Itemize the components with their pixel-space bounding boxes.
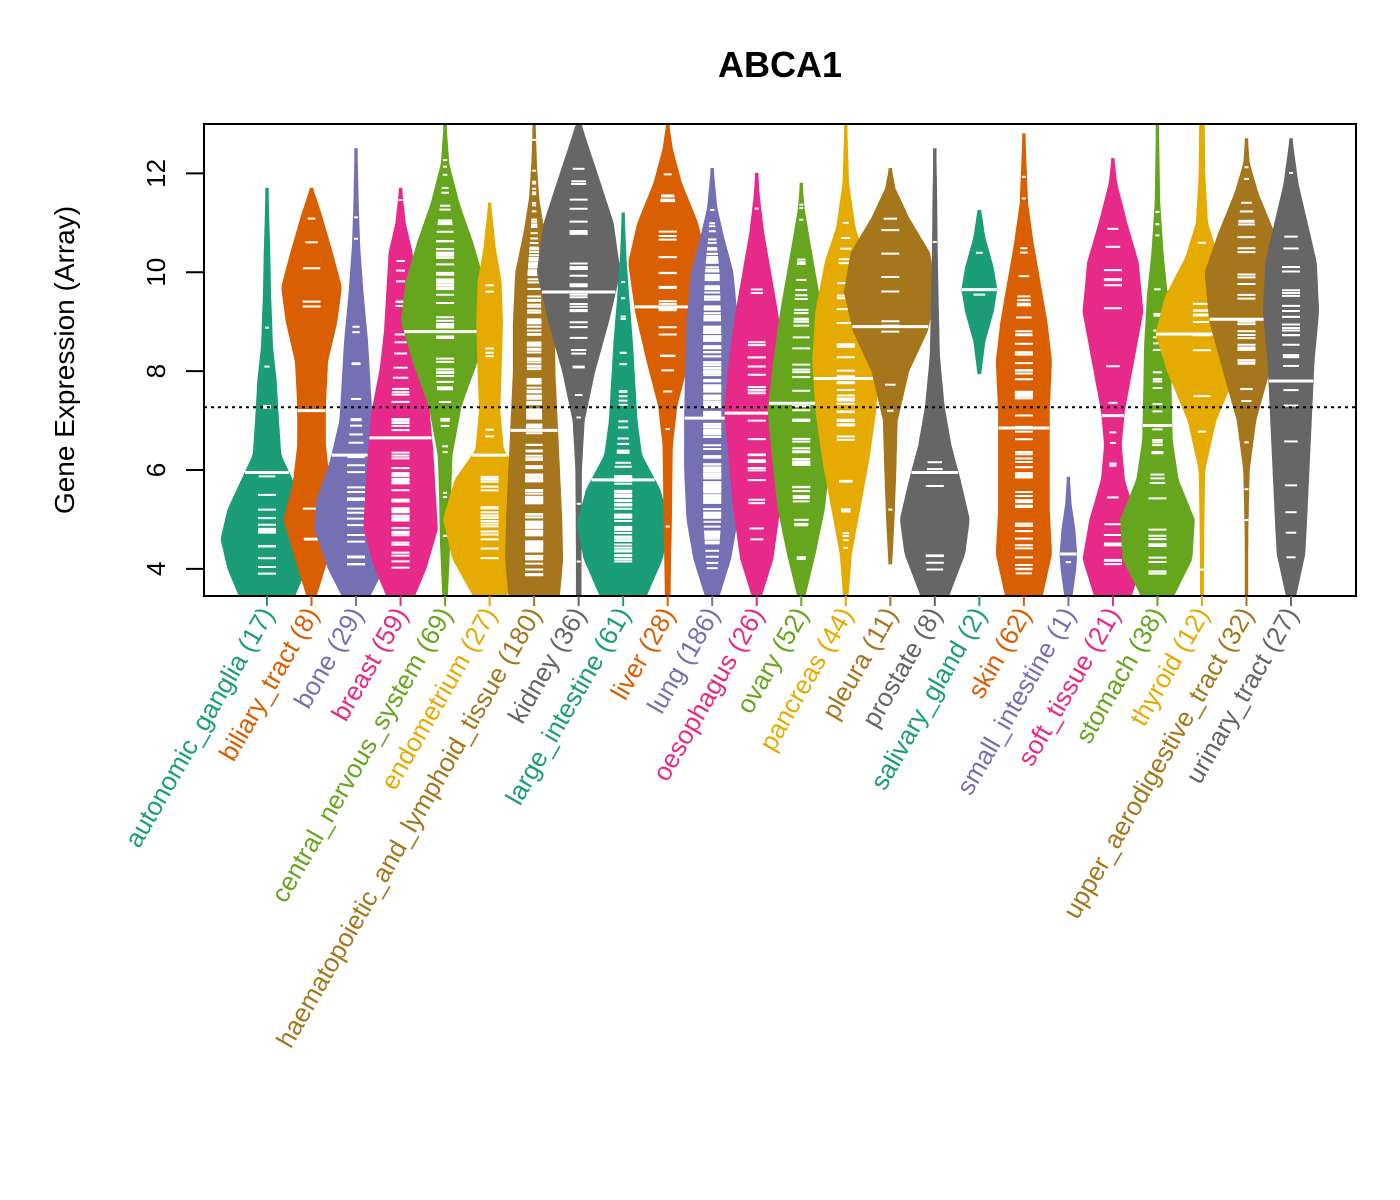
y-tick-label: 8: [141, 364, 171, 378]
y-tick-label: 6: [141, 463, 171, 477]
violin-haematopoietic_and_lymphoid_tissue: [505, 123, 564, 597]
violin-body: [900, 148, 970, 597]
violin-pleura: [843, 168, 937, 565]
violin-body: [1082, 158, 1144, 597]
violin-prostate: [900, 148, 970, 597]
violin-autonomic_ganglia: [220, 187, 314, 597]
y-tick-label: 12: [141, 159, 171, 188]
violin-large_intestine: [576, 212, 670, 597]
violin-body: [1204, 138, 1289, 597]
violin-urinary_tract: [1262, 138, 1320, 597]
violin-body: [961, 210, 998, 375]
violin-lung: [684, 168, 741, 597]
chart-title: ABCA1: [718, 44, 842, 85]
violins-layer: [220, 123, 1320, 597]
violin-central_nervous_system: [401, 123, 489, 597]
y-axis: 4 6 8 10 12: [141, 159, 204, 576]
violin-skin: [995, 133, 1052, 597]
violin-soft_tissue: [1082, 158, 1144, 597]
y-tick-label: 10: [141, 258, 171, 287]
violin-body: [220, 187, 314, 597]
violin-upper_aerodigestive_tract: [1204, 138, 1289, 597]
violin-body: [995, 133, 1052, 597]
violin-body: [843, 168, 937, 565]
x-axis: autonomic_ganglia (17)biliary_tract (8)b…: [118, 596, 1304, 1053]
violin-small_intestine: [1059, 476, 1078, 597]
plot-frame: [203, 123, 1357, 597]
violin-body: [1059, 476, 1078, 597]
violin-salivary_gland: [961, 210, 998, 375]
y-axis-label: Gene Expression (Array): [49, 206, 80, 514]
violin-breast: [363, 187, 438, 597]
violin-body: [1262, 138, 1320, 597]
y-tick-label: 4: [141, 562, 171, 576]
